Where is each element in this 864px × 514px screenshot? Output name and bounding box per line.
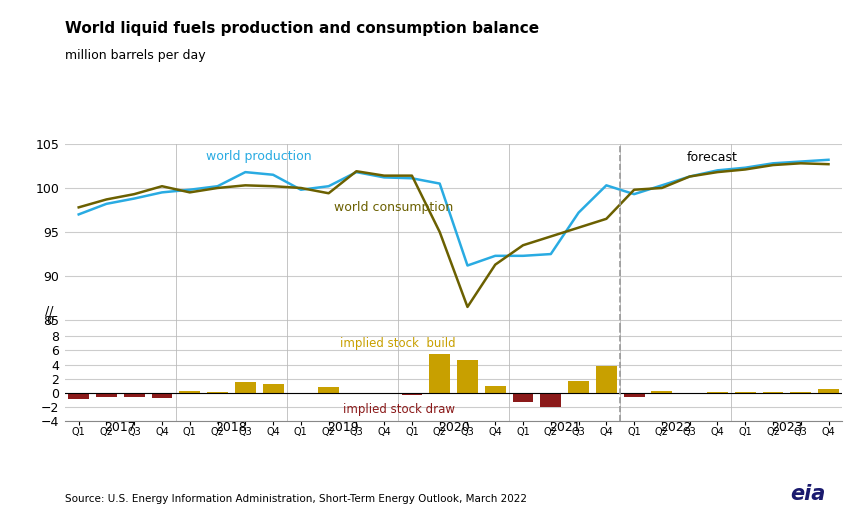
Bar <box>596 366 617 393</box>
Text: 2017: 2017 <box>105 421 137 434</box>
Text: 0: 0 <box>47 316 54 326</box>
Text: //: // <box>45 304 54 318</box>
Text: implied stock  build: implied stock build <box>340 337 456 350</box>
Text: world consumption: world consumption <box>334 201 454 214</box>
Text: World liquid fuels production and consumption balance: World liquid fuels production and consum… <box>65 21 539 35</box>
Bar <box>124 393 144 397</box>
Text: implied stock draw: implied stock draw <box>342 403 454 416</box>
Text: forecast: forecast <box>686 151 737 164</box>
Text: 2019: 2019 <box>327 421 359 434</box>
Bar <box>734 392 756 393</box>
Text: world production: world production <box>206 150 312 163</box>
Bar <box>180 391 200 393</box>
Bar <box>763 392 784 393</box>
Text: Source: U.S. Energy Information Administration, Short-Term Energy Outlook, March: Source: U.S. Energy Information Administ… <box>65 494 527 504</box>
Bar <box>96 393 117 397</box>
Bar <box>540 393 562 407</box>
Bar <box>707 392 727 393</box>
Bar <box>818 390 839 393</box>
Bar <box>402 393 422 395</box>
Bar <box>569 381 589 393</box>
Text: 2023: 2023 <box>771 421 803 434</box>
Bar <box>791 392 811 393</box>
Bar <box>485 386 505 393</box>
Text: 2021: 2021 <box>549 421 581 434</box>
Bar <box>263 384 283 393</box>
Bar <box>235 382 256 393</box>
Bar <box>151 393 173 398</box>
Bar <box>457 360 478 393</box>
Bar <box>346 393 367 394</box>
Bar <box>207 392 228 393</box>
Bar <box>624 393 645 397</box>
Bar <box>512 393 533 401</box>
Bar <box>290 393 311 394</box>
Text: 2022: 2022 <box>660 421 691 434</box>
Text: 2018: 2018 <box>215 421 247 434</box>
Bar <box>374 393 395 394</box>
Text: million barrels per day: million barrels per day <box>65 49 206 62</box>
Bar <box>68 393 89 399</box>
Text: 2020: 2020 <box>438 421 469 434</box>
Bar <box>651 391 672 393</box>
Bar <box>429 354 450 393</box>
Bar <box>318 388 339 393</box>
Text: eia: eia <box>791 484 825 504</box>
